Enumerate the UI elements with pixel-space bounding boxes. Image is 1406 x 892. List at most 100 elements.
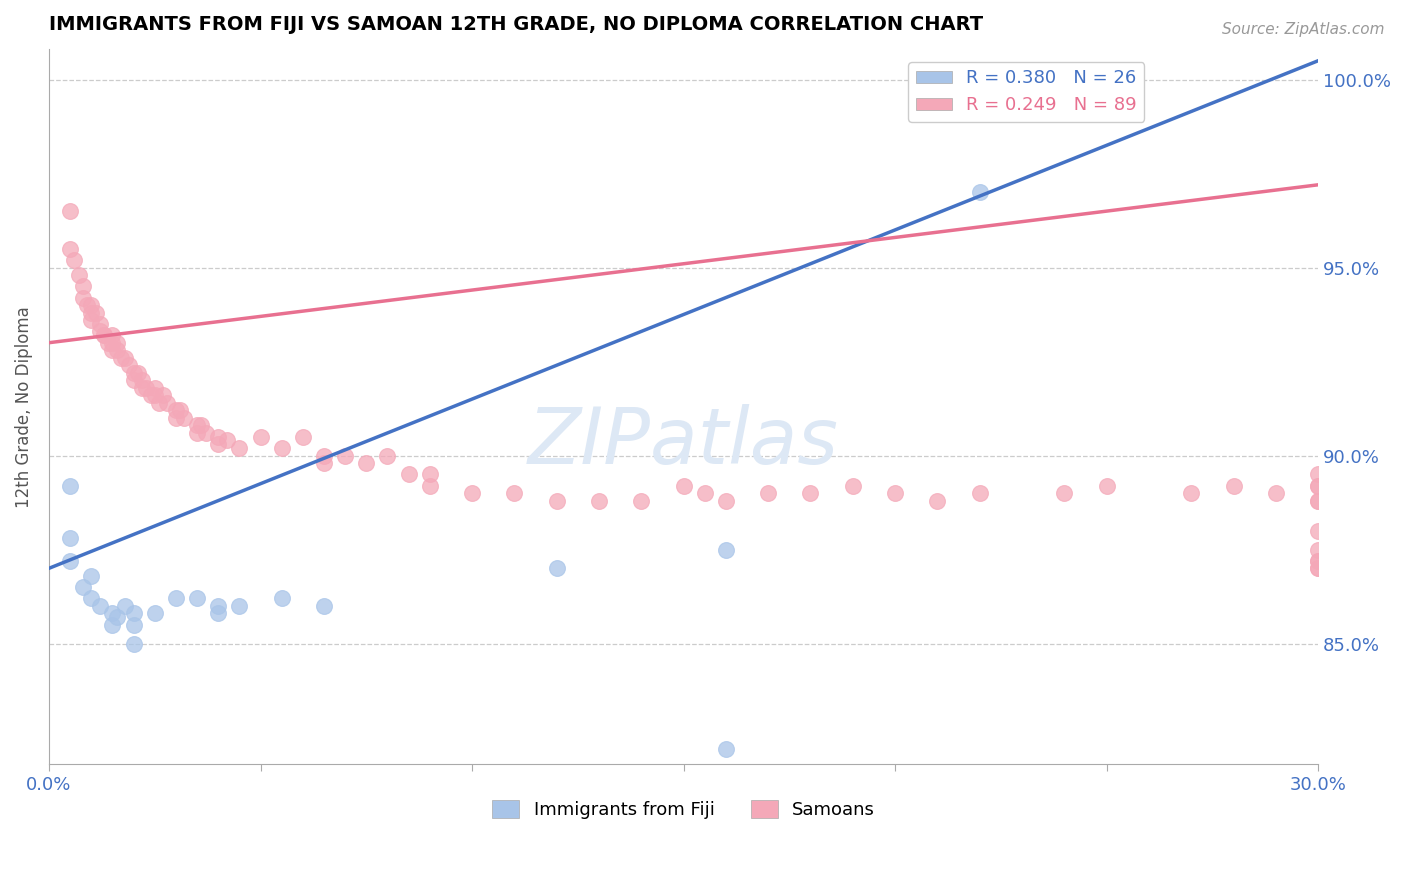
Point	[215, 434, 238, 448]
Point	[80, 313, 103, 327]
Point	[714, 493, 737, 508]
Point	[356, 456, 378, 470]
Point	[84, 305, 107, 319]
Point	[1308, 554, 1330, 568]
Point	[89, 599, 111, 613]
Point	[1308, 467, 1330, 482]
Point	[67, 268, 90, 282]
Point	[59, 478, 82, 492]
Point	[165, 403, 187, 417]
Point	[398, 467, 420, 482]
Point	[1308, 478, 1330, 492]
Point	[1308, 493, 1330, 508]
Point	[312, 456, 335, 470]
Point	[131, 373, 153, 387]
Point	[1308, 542, 1330, 557]
Point	[419, 467, 441, 482]
Point	[1308, 561, 1330, 575]
Point	[101, 607, 124, 621]
Text: Source: ZipAtlas.com: Source: ZipAtlas.com	[1222, 22, 1385, 37]
Point	[190, 418, 212, 433]
Point	[1264, 486, 1286, 500]
Point	[97, 335, 120, 350]
Text: IMMIGRANTS FROM FIJI VS SAMOAN 12TH GRADE, NO DIPLOMA CORRELATION CHART: IMMIGRANTS FROM FIJI VS SAMOAN 12TH GRAD…	[49, 15, 983, 34]
Point	[72, 580, 94, 594]
Point	[969, 486, 991, 500]
Point	[152, 388, 174, 402]
Legend: Immigrants from Fiji, Samoans: Immigrants from Fiji, Samoans	[485, 792, 882, 826]
Text: ZIPatlas: ZIPatlas	[529, 404, 839, 481]
Point	[101, 335, 124, 350]
Point	[122, 373, 145, 387]
Point	[714, 542, 737, 557]
Point	[80, 298, 103, 312]
Point	[114, 351, 136, 365]
Point	[76, 298, 98, 312]
Point	[1180, 486, 1202, 500]
Point	[59, 204, 82, 219]
Point	[228, 441, 250, 455]
Point	[1308, 478, 1330, 492]
Point	[127, 366, 149, 380]
Point	[546, 493, 568, 508]
Point	[122, 607, 145, 621]
Point	[165, 411, 187, 425]
Point	[72, 279, 94, 293]
Point	[714, 741, 737, 756]
Point	[1308, 561, 1330, 575]
Point	[207, 599, 229, 613]
Point	[122, 366, 145, 380]
Point	[799, 486, 821, 500]
Point	[1095, 478, 1118, 492]
Point	[1053, 486, 1076, 500]
Point	[228, 599, 250, 613]
Point	[249, 430, 271, 444]
Point	[173, 411, 195, 425]
Point	[59, 554, 82, 568]
Point	[169, 403, 191, 417]
Point	[118, 359, 141, 373]
Point	[588, 493, 610, 508]
Point	[1222, 478, 1244, 492]
Point	[80, 591, 103, 606]
Point	[89, 317, 111, 331]
Y-axis label: 12th Grade, No Diploma: 12th Grade, No Diploma	[15, 306, 32, 508]
Point	[693, 486, 716, 500]
Point	[143, 388, 166, 402]
Point	[1308, 493, 1330, 508]
Point	[105, 343, 128, 358]
Point	[1308, 554, 1330, 568]
Point	[131, 381, 153, 395]
Point	[194, 425, 217, 440]
Point	[672, 478, 695, 492]
Point	[143, 607, 166, 621]
Point	[105, 335, 128, 350]
Point	[503, 486, 526, 500]
Point	[80, 569, 103, 583]
Point	[630, 493, 652, 508]
Point	[186, 425, 208, 440]
Point	[207, 437, 229, 451]
Point	[135, 381, 157, 395]
Point	[72, 291, 94, 305]
Point	[148, 396, 170, 410]
Point	[546, 561, 568, 575]
Point	[291, 430, 314, 444]
Point	[842, 478, 865, 492]
Point	[93, 328, 115, 343]
Point	[89, 325, 111, 339]
Point	[969, 186, 991, 200]
Point	[101, 343, 124, 358]
Point	[110, 351, 132, 365]
Point	[80, 305, 103, 319]
Point	[312, 449, 335, 463]
Point	[105, 610, 128, 624]
Point	[156, 396, 179, 410]
Point	[114, 599, 136, 613]
Point	[461, 486, 484, 500]
Point	[101, 617, 124, 632]
Point	[1308, 524, 1330, 538]
Point	[165, 591, 187, 606]
Point	[139, 388, 162, 402]
Point	[122, 617, 145, 632]
